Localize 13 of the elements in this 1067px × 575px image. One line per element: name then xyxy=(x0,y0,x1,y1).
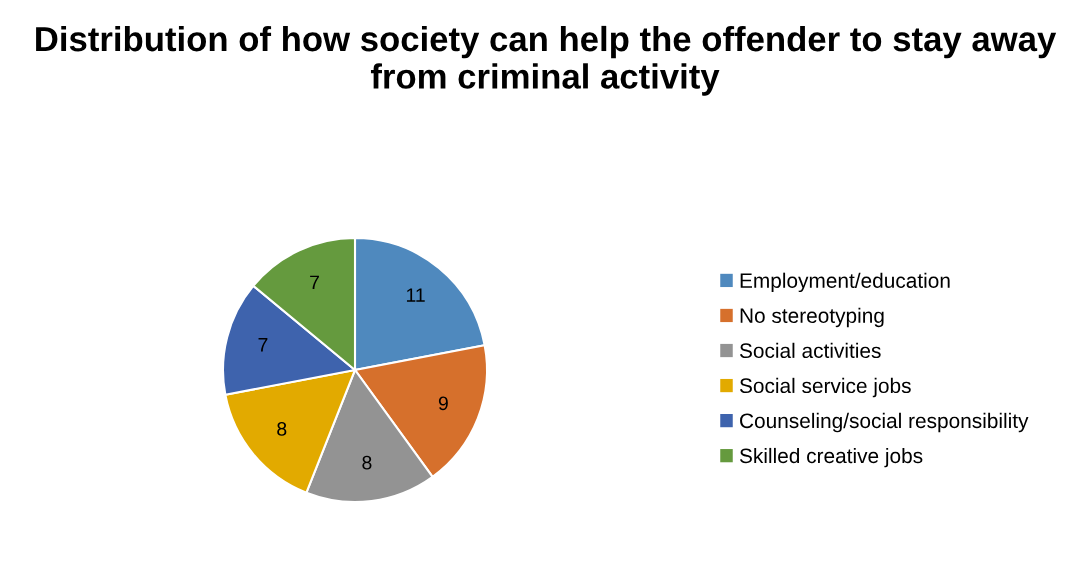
data-label: 7 xyxy=(310,275,319,290)
legend-label: Employment/education xyxy=(740,272,950,293)
chart-title: Distribution of how society can help the offender to stay away from criminal activity xyxy=(36,25,1057,96)
data-label: 7 xyxy=(258,338,268,352)
data-label: 8 xyxy=(277,422,287,436)
legend-label: Skilled creative jobs xyxy=(739,447,923,468)
legend-label: Counseling/social responsibility xyxy=(740,412,1029,433)
legend-label: No stereotyping xyxy=(740,307,884,328)
legend-label: Social service jobs xyxy=(739,377,911,398)
legend-label: Social activities xyxy=(739,342,881,359)
data-label: 8 xyxy=(362,455,372,470)
data-label: 9 xyxy=(438,396,448,411)
data-label: 11 xyxy=(406,288,425,302)
